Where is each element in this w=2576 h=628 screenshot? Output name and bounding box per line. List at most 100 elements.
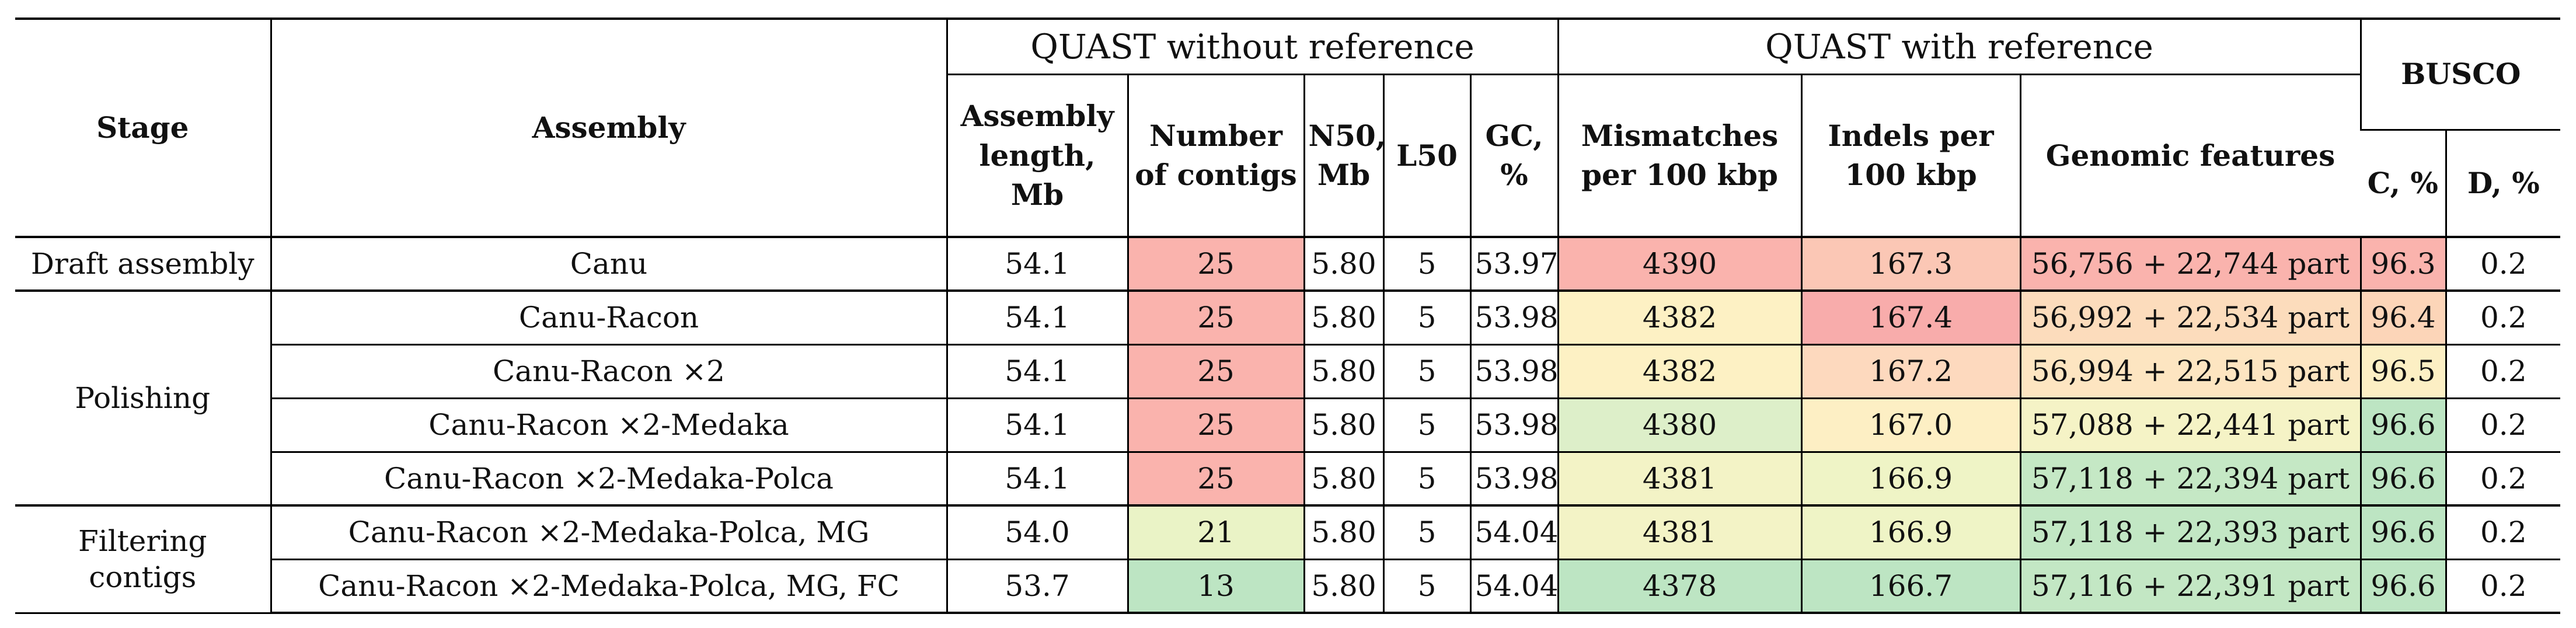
genomic-features-cell: 57,088 + 22,441 part	[2019, 397, 2362, 453]
assembly-header: Assembly	[270, 18, 948, 238]
assembly-length-cell: 53.7	[946, 559, 1129, 614]
busco-duplicated-header: D, %	[2445, 128, 2561, 238]
gc-header: GC,%	[1469, 73, 1559, 238]
n50-header: N50, Mb	[1303, 73, 1386, 238]
busco-d-cell: 0.2	[2445, 289, 2561, 346]
busco-complete-header: C, %	[2361, 128, 2447, 238]
genomic-features-cell: 56,992 + 22,534 part	[2019, 289, 2362, 346]
gc-cell: 53.98	[1469, 451, 1559, 507]
l50-cell: 5	[1382, 236, 1472, 292]
assembly-length-cell: 54.1	[946, 236, 1129, 292]
quast-without-reference-header: QUAST without reference	[946, 18, 1559, 75]
contigs-cell: 25	[1127, 397, 1305, 453]
quast-with-reference-header: QUAST with reference	[1557, 18, 2362, 75]
assembly-cell: Canu-Racon	[270, 289, 948, 346]
genomic-features-cell: 56,756 + 22,744 part	[2019, 236, 2362, 292]
table-row: Filtering contigs Canu-Racon ×2-Medaka-Po…	[15, 504, 2561, 614]
assembly-cell: Canu-Racon ×2-Medaka-Polca, MG, FC	[271, 559, 948, 614]
indels-cell: 166.9	[1800, 504, 2021, 560]
mismatches-cell: 4381	[1557, 504, 1803, 560]
stage-polishing: Polishing	[15, 289, 272, 507]
assembly-length-cell: 54.1	[946, 344, 1129, 399]
genomic-features-header: Genomic features	[2019, 73, 2361, 238]
busco-d-cell: 0.2	[2445, 397, 2561, 453]
contigs-cell: 13	[1127, 559, 1305, 614]
assembly-length-cell: 54.1	[946, 451, 1129, 507]
stage-draft-assembly: Draft assembly	[15, 236, 272, 292]
table-body: Draft assembly Canu 54.1 25 5.80 5 53.97…	[15, 236, 2561, 614]
table-header: Stage Assembly QUAST without reference Q…	[15, 18, 2561, 238]
mismatches-cell: 4381	[1557, 451, 1803, 507]
busco-d-cell: 0.2	[2445, 344, 2561, 399]
table-row: Draft assembly Canu 54.1 25 5.80 5 53.97…	[15, 236, 2561, 292]
busco-c-cell: 96.6	[2359, 451, 2447, 507]
busco-d-cell: 0.2	[2445, 451, 2561, 507]
l50-cell: 5	[1382, 344, 1472, 399]
contigs-cell: 25	[1127, 344, 1305, 399]
l50-cell: 5	[1382, 289, 1472, 346]
assembly-length-cell: 54.0	[946, 504, 1129, 560]
n50-cell: 5.80	[1303, 559, 1385, 614]
n50-cell: 5.80	[1303, 236, 1385, 292]
n50-cell: 5.80	[1303, 289, 1385, 346]
n50-cell: 5.80	[1303, 504, 1385, 560]
table-row: Canu-Racon ×2 54.1 25 5.80 5 53.98 4382 …	[15, 344, 2561, 399]
mismatches-cell: 4380	[1557, 397, 1803, 453]
indels-header: Indels per 100 kbp	[1800, 73, 2021, 238]
indels-cell: 167.3	[1800, 236, 2021, 292]
mismatches-cell: 4382	[1557, 344, 1803, 399]
busco-header: BUSCO	[2359, 18, 2561, 131]
busco-d-cell: 0.2	[2445, 504, 2561, 560]
contigs-cell: 25	[1127, 451, 1305, 507]
assembly-length-header: Assembly length, Mb	[947, 73, 1129, 238]
n50-cell: 5.80	[1303, 397, 1385, 453]
busco-d-cell: 0.2	[2445, 236, 2561, 292]
busco-c-cell: 96.3	[2359, 236, 2447, 292]
assembly-cell: Canu-Racon ×2	[271, 344, 948, 399]
busco-d-cell: 0.2	[2445, 559, 2561, 614]
assembly-length-cell: 54.1	[946, 289, 1129, 346]
gc-cell: 53.98	[1469, 344, 1559, 399]
genomic-features-cell: 57,118 + 22,394 part	[2019, 451, 2362, 507]
table-row: Polishing Canu-Racon 54.1 25 5.80 5 53.9…	[15, 289, 2561, 507]
mismatches-cell: 4382	[1557, 289, 1803, 346]
assembly-length-cell: 54.1	[946, 397, 1129, 453]
number-of-contigs-header: Number of contigs	[1127, 73, 1305, 238]
l50-header: L50	[1382, 73, 1472, 238]
contigs-cell: 25	[1127, 236, 1305, 292]
indels-cell: 167.4	[1800, 289, 2021, 346]
gc-cell: 53.98	[1469, 397, 1559, 453]
indels-cell: 166.7	[1800, 559, 2021, 614]
gc-cell: 54.04	[1469, 559, 1559, 614]
assembly-cell: Canu-Racon ×2-Medaka-Polca	[271, 451, 948, 507]
assembly-cell: Canu-Racon ×2-Medaka-Polca, MG	[270, 504, 948, 560]
gc-cell: 53.98	[1469, 289, 1559, 346]
indels-cell: 167.2	[1800, 344, 2021, 399]
table-row: Canu-Racon ×2-Medaka 54.1 25 5.80 5 53.9…	[15, 397, 2561, 453]
mismatches-cell: 4378	[1557, 559, 1803, 614]
l50-cell: 5	[1382, 504, 1472, 560]
indels-cell: 167.0	[1800, 397, 2021, 453]
genomic-features-cell: 57,118 + 22,393 part	[2019, 504, 2362, 560]
l50-cell: 5	[1382, 397, 1472, 453]
stage-header: Stage	[15, 18, 272, 238]
genomic-features-cell: 56,994 + 22,515 part	[2019, 344, 2362, 399]
busco-c-cell: 96.5	[2359, 344, 2447, 399]
genomic-features-cell: 57,116 + 22,391 part	[2019, 559, 2362, 614]
stage-filtering-contigs: Filtering contigs	[15, 504, 272, 614]
indels-cell: 166.9	[1800, 451, 2021, 507]
busco-c-cell: 96.6	[2359, 397, 2447, 453]
contigs-cell: 25	[1127, 289, 1305, 346]
gc-cell: 54.04	[1469, 504, 1559, 560]
assembly-comparison-table: Stage Assembly QUAST without reference Q…	[15, 18, 2561, 614]
l50-cell: 5	[1382, 451, 1472, 507]
table-row: Canu-Racon ×2-Medaka-Polca 54.1 25 5.80 …	[15, 451, 2561, 507]
n50-cell: 5.80	[1303, 451, 1385, 507]
busco-c-cell: 96.4	[2359, 289, 2447, 346]
n50-cell: 5.80	[1303, 344, 1385, 399]
gc-cell: 53.97	[1469, 236, 1559, 292]
mismatches-cell: 4390	[1557, 236, 1803, 292]
table-row: Canu-Racon ×2-Medaka-Polca, MG, FC 53.7 …	[15, 559, 2561, 614]
busco-c-cell: 96.6	[2359, 504, 2447, 560]
assembly-cell: Canu	[270, 236, 948, 292]
